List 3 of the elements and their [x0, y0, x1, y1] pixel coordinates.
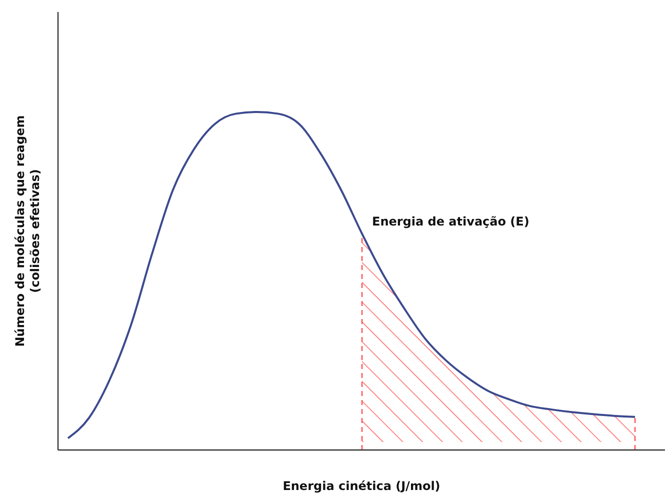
- annotation: Energia de ativação (E): [372, 214, 530, 229]
- x-axis-title: Energia cinética (J/mol): [282, 479, 440, 493]
- y-axis-title: Número de moléculas que reagem (colisões efetivas): [13, 115, 42, 347]
